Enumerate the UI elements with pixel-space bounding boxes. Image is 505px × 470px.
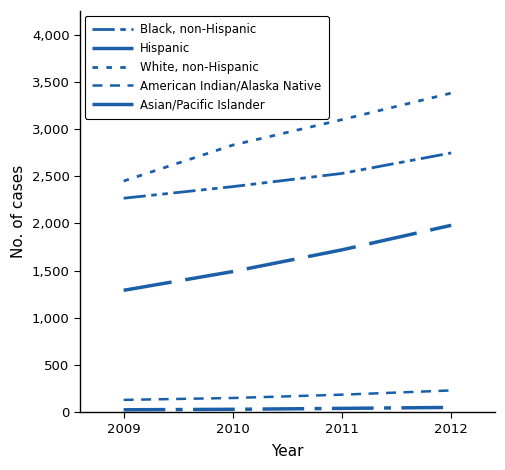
Asian/Pacific Islander xyxy=(338,406,344,411)
American Indian/Alaska Native xyxy=(229,395,235,401)
Black, non-Hispanic xyxy=(120,196,126,201)
Black, non-Hispanic xyxy=(229,184,235,189)
X-axis label: Year: Year xyxy=(271,444,303,459)
Black, non-Hispanic xyxy=(338,171,344,176)
Line: Hispanic: Hispanic xyxy=(123,225,450,290)
Legend: Black, non-Hispanic, Hispanic, White, non-Hispanic, American Indian/Alaska Nativ: Black, non-Hispanic, Hispanic, White, no… xyxy=(84,16,328,118)
Hispanic xyxy=(120,288,126,293)
Asian/Pacific Islander xyxy=(447,405,453,410)
American Indian/Alaska Native xyxy=(338,392,344,398)
American Indian/Alaska Native xyxy=(447,388,453,393)
Line: Black, non-Hispanic: Black, non-Hispanic xyxy=(123,153,450,198)
Asian/Pacific Islander xyxy=(120,407,126,413)
Hispanic xyxy=(447,222,453,228)
White, non-Hispanic xyxy=(338,117,344,123)
Asian/Pacific Islander xyxy=(229,407,235,412)
Hispanic xyxy=(338,247,344,253)
Y-axis label: No. of cases: No. of cases xyxy=(11,165,26,258)
Black, non-Hispanic xyxy=(447,150,453,156)
Line: Asian/Pacific Islander: Asian/Pacific Islander xyxy=(123,407,450,410)
Line: White, non-Hispanic: White, non-Hispanic xyxy=(123,93,450,181)
American Indian/Alaska Native xyxy=(120,397,126,403)
White, non-Hispanic xyxy=(447,90,453,96)
Line: American Indian/Alaska Native: American Indian/Alaska Native xyxy=(123,391,450,400)
Hispanic xyxy=(229,269,235,274)
White, non-Hispanic xyxy=(120,178,126,184)
White, non-Hispanic xyxy=(229,142,235,148)
